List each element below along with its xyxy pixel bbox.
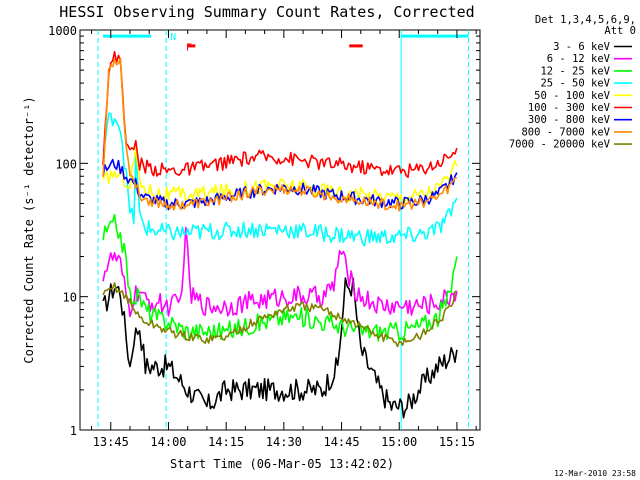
y-tick-label: 100 [55, 157, 77, 171]
annotation-label-1: F [186, 43, 192, 54]
annotation-label-0: N [170, 32, 176, 43]
y-tick-label: 1000 [48, 24, 77, 38]
legend-label-0: 3 - 6 keV [553, 41, 611, 53]
x-tick-label: 14:45 [323, 435, 359, 449]
x-tick-label: 15:15 [439, 435, 475, 449]
x-tick-label: 14:00 [150, 435, 186, 449]
footer-timestamp: 12-Mar-2010 23:58 [554, 469, 636, 478]
series-line-7 [102, 57, 458, 212]
y-tick-label: 10 [63, 291, 77, 305]
series-line-8 [102, 282, 458, 348]
legend-label-1: 6 - 12 keV [547, 53, 611, 65]
y-tick-label: 1 [70, 424, 77, 438]
legend-header-line: Att 0 [604, 25, 636, 37]
legend-label-6: 300 - 800 keV [528, 114, 611, 126]
legend-label-7: 800 - 7000 keV [521, 126, 610, 138]
x-axis-label: Start Time (06-Mar-05 13:42:02) [170, 457, 394, 471]
y-axis-label: Corrected Count Rate (s⁻¹ detector⁻¹) [22, 96, 36, 363]
series-line-0 [102, 277, 458, 419]
y-axis: 1 10 100 1000 [48, 24, 480, 438]
x-tick-label: 15:00 [381, 435, 417, 449]
series-line-1 [102, 226, 458, 318]
legend-header-line: Det 1,3,4,5,6,9, [535, 14, 636, 26]
series-line-2 [102, 213, 458, 342]
x-axis: 13:45 14:00 14:15 14:30 14:45 15:00 15:15 [91, 30, 477, 449]
series-lines [102, 51, 458, 419]
x-tick-label: 13:45 [93, 435, 129, 449]
x-tick-label: 14:30 [266, 435, 302, 449]
legend-label-3: 25 - 50 keV [540, 78, 610, 90]
series-line-3 [102, 112, 458, 247]
legend-label-5: 100 - 300 keV [528, 102, 611, 114]
legend-label-8: 7000 - 20000 keV [509, 139, 611, 151]
chart-title: HESSI Observing Summary Count Rates, Cor… [59, 3, 474, 21]
series-line-5 [102, 51, 458, 178]
legend-label-4: 50 - 100 keV [534, 90, 611, 102]
plot-frame [79, 29, 481, 431]
legend-label-2: 12 - 25 keV [540, 65, 610, 77]
x-tick-label: 14:15 [208, 435, 244, 449]
annotations: NF [103, 32, 469, 54]
